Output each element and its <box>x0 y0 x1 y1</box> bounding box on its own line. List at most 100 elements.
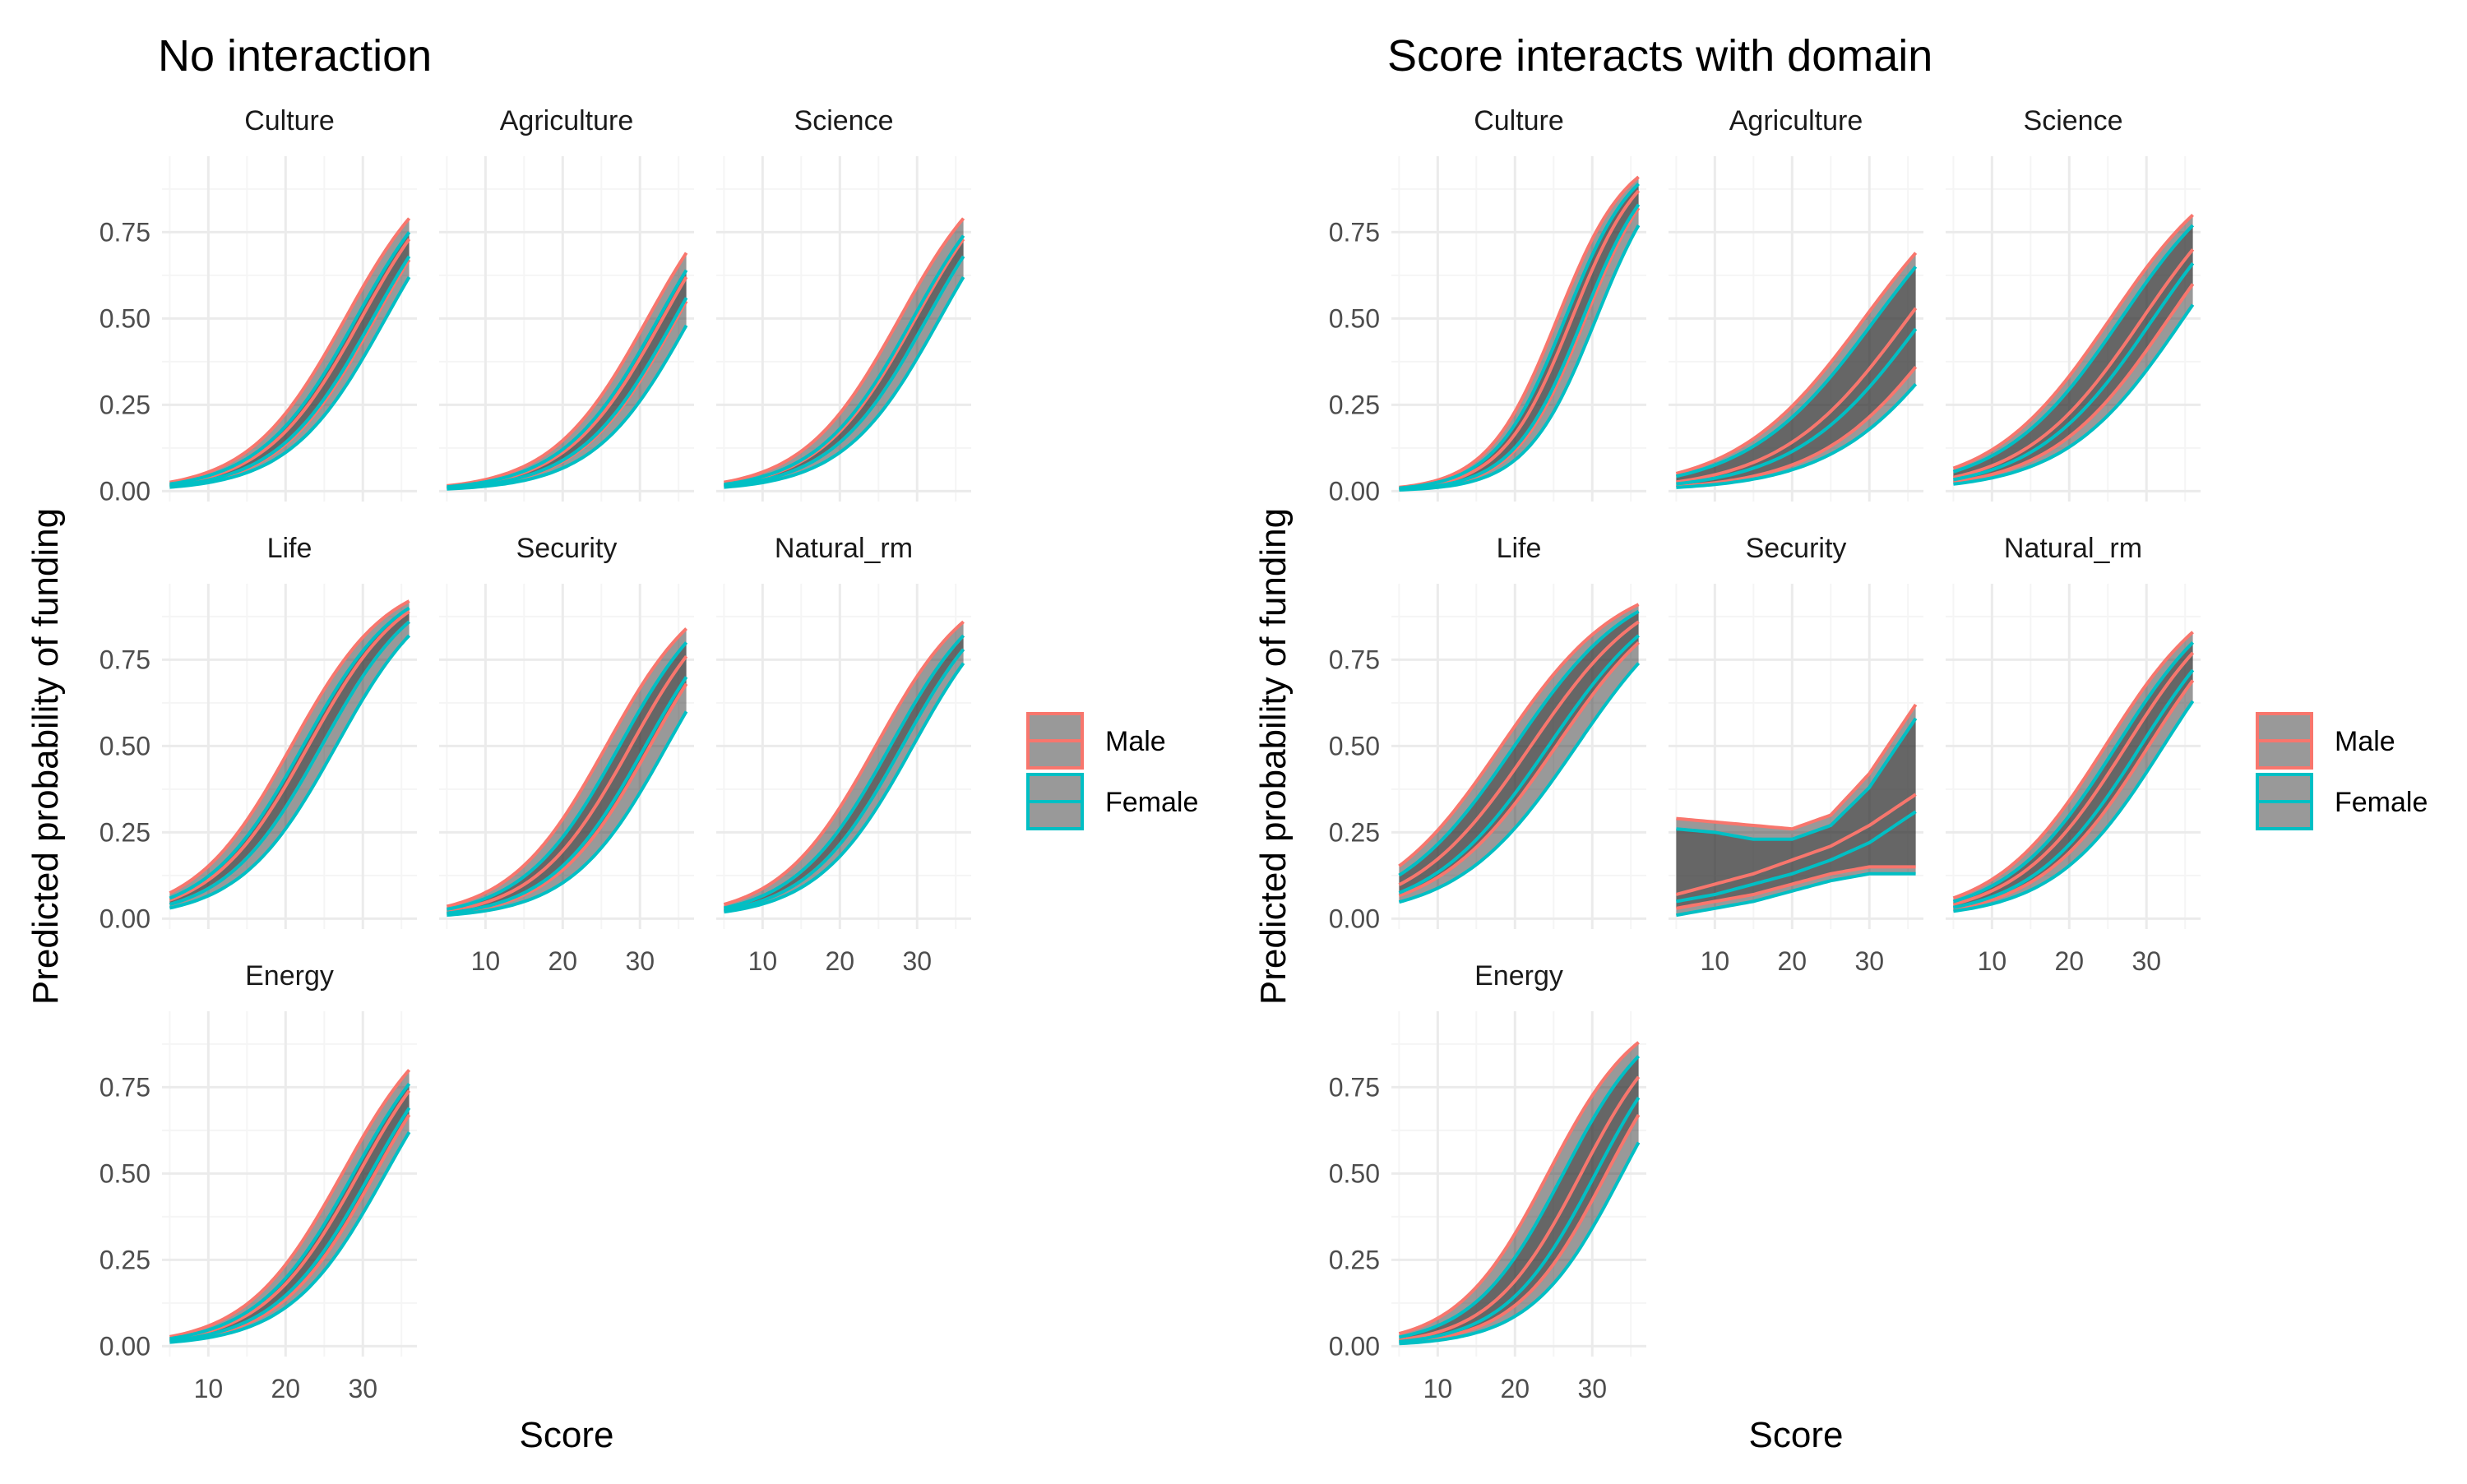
lower-bound-female <box>1398 662 1641 904</box>
y-tick-label: 0.75 <box>1329 1072 1380 1102</box>
ribbon-male <box>724 622 964 911</box>
facet-energy: Energy 0.00 0.25 0.50 0.75 10 20 30 <box>100 960 417 1403</box>
plot-panel-2: Score interacts with domain Culture 0.00 0.… <box>1253 31 2428 1455</box>
upper-bound-male <box>724 217 965 484</box>
upper-bound-female <box>1398 609 1640 877</box>
x-tick-label: 10 <box>1701 946 1730 976</box>
upper-bound-male <box>446 627 687 908</box>
fit-line-female <box>447 297 688 490</box>
upper-bound-male <box>169 217 411 484</box>
fit-line-female <box>1953 261 2195 482</box>
lower-bound-female <box>724 275 965 489</box>
upper-bound-male <box>169 1069 411 1338</box>
ribbon-female <box>1676 266 1916 488</box>
y-tick-label: 0.25 <box>100 1245 150 1274</box>
upper-bound-male <box>1676 703 1918 831</box>
facet-natural-rm: Natural_rm 10 20 30 <box>1946 533 2201 976</box>
y-tick-label: 0.00 <box>1329 1331 1380 1361</box>
lower-bound-female <box>724 662 965 914</box>
y-tick-label: 0.00 <box>1329 476 1380 506</box>
facet-strip-label: Security <box>1746 533 1847 564</box>
x-tick-label: 10 <box>194 1374 224 1403</box>
y-tick-label: 0.25 <box>1329 390 1380 419</box>
x-tick-label: 30 <box>902 946 932 976</box>
fit-line-male <box>447 655 688 913</box>
y-tick-label: 0.50 <box>100 1158 150 1188</box>
upper-bound-female <box>1676 717 1918 841</box>
facet-strip-label: Science <box>2024 105 2123 136</box>
fit-line-female <box>169 1107 411 1343</box>
ribbon-female <box>169 608 410 908</box>
y-tick-label: 0.50 <box>1329 731 1380 760</box>
y-tick-label: 0.00 <box>100 904 150 933</box>
y-tick-label: 0.75 <box>100 645 150 674</box>
facet-strip-label: Energy <box>1474 960 1563 992</box>
lower-bound-female <box>1399 224 1641 492</box>
lower-bound-female <box>169 634 411 910</box>
fit-line-female <box>724 648 965 913</box>
facet-strip-label: Life <box>267 533 312 564</box>
x-tick-label: 10 <box>1423 1374 1453 1403</box>
upper-bound-female <box>724 234 965 487</box>
facet-science: Science <box>716 105 971 502</box>
facet-strip-label: Agriculture <box>1729 105 1863 136</box>
facet-culture: Culture 0.00 0.25 0.50 0.75 <box>100 105 417 506</box>
y-tick-label: 0.50 <box>100 731 150 760</box>
y-tick-label: 0.25 <box>1329 817 1380 847</box>
lower-bound-female <box>169 1130 411 1344</box>
lower-bound-male <box>1953 283 2195 484</box>
plot-panel-1: No interaction Culture 0.00 0.25 0.50 0.75 Agr… <box>25 31 1198 1455</box>
lower-bound-male <box>1953 679 2195 911</box>
lower-bound-male <box>1676 865 1916 910</box>
x-tick-label: 30 <box>348 1374 377 1403</box>
upper-bound-female <box>1398 1055 1641 1339</box>
upper-bound-female <box>169 1083 411 1341</box>
facet-strip-label: Natural_rm <box>775 533 913 564</box>
facet-natural-rm: Natural_rm 10 20 30 <box>716 533 971 976</box>
facet-strip-label: Life <box>1497 533 1542 564</box>
fit-line-female <box>1399 203 1641 492</box>
upper-bound-male <box>1398 603 1640 867</box>
upper-bound-female <box>169 231 411 486</box>
facet-security: Security 10 20 30 <box>439 533 694 976</box>
lower-bound-female <box>1953 303 2195 486</box>
fit-line-male <box>1952 651 2195 906</box>
upper-bound-male <box>1398 1041 1640 1336</box>
x-tick-label: 20 <box>271 1374 301 1403</box>
fit-line-female <box>1676 810 1917 904</box>
x-tick-label: 30 <box>1854 946 1884 976</box>
y-tick-label: 0.50 <box>1329 303 1380 333</box>
fit-line-male <box>1675 793 1917 896</box>
upper-bound-male <box>1952 213 2194 470</box>
legend: Male Female <box>2256 712 2428 830</box>
lower-bound-female <box>1676 382 1918 489</box>
fit-line-female <box>169 255 411 488</box>
facet-security: Security 10 20 30 <box>1669 533 1923 976</box>
ribbon-male <box>1953 631 2193 909</box>
fit-line-male <box>1676 307 1918 484</box>
fit-line-male <box>169 609 410 902</box>
facet-strip-label: Security <box>516 533 618 564</box>
x-tick-label: 20 <box>826 946 855 976</box>
upper-bound-female <box>169 606 410 900</box>
fit-line-female <box>1399 1096 1641 1343</box>
lower-bound-female <box>1399 1141 1641 1346</box>
facet-strip-label: Energy <box>245 960 334 992</box>
legend-label: Female <box>1105 787 1198 818</box>
upper-bound-male <box>723 620 965 907</box>
y-tick-label: 0.50 <box>1329 1158 1380 1188</box>
fit-line-female <box>1398 634 1640 895</box>
fit-line-female <box>1952 668 2195 909</box>
fit-line-female <box>724 255 965 488</box>
y-tick-label: 0.75 <box>100 1072 150 1102</box>
ribbon-female <box>1676 718 1916 916</box>
y-tick-label: 0.00 <box>100 476 150 506</box>
x-tick-label: 10 <box>748 946 778 976</box>
y-tick-label: 0.75 <box>1329 217 1380 247</box>
x-tick-label: 30 <box>2131 946 2161 976</box>
lower-bound-female <box>447 324 688 491</box>
legend-label: Female <box>2335 787 2428 818</box>
x-tick-label: 30 <box>625 946 655 976</box>
